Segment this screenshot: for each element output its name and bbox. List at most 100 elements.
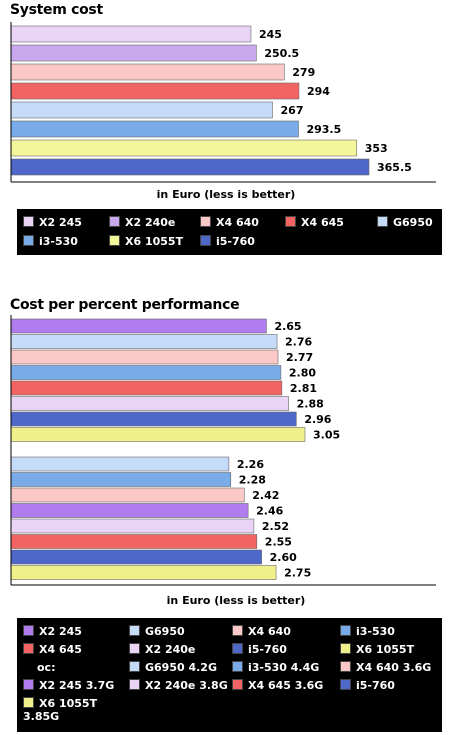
cost-perf-g2-bar-x6-1055t-3-85g [10,565,277,580]
legend-label: i5-760 [248,643,287,656]
legend-label: i3-530 4.4G [248,661,320,674]
legend-label: X4 640 [216,216,259,229]
legend-swatch [200,216,211,227]
cost-perf-g1-bar-x6-1055t [10,427,306,442]
cost-perf-g2-bar-x4-640-3-6g [10,487,245,503]
cost-perf-g2-value-label: 2.75 [284,567,311,580]
cost-perf-g2-bar-i3-530-4-4g [10,472,232,487]
legend-label: X2 240e [145,643,196,656]
system-cost-value-label: 245 [259,28,282,41]
legend-item-x2-245: X2 245 [23,216,82,229]
legend-label: X6 1055T [125,235,184,248]
cost-perf-g1-value-label: 2.88 [297,398,324,411]
legend-label: oc: [37,661,56,674]
cost-perf-g1-bar-g6950 [10,334,278,349]
legend-label: X2 245 3.7G [39,679,115,692]
legend-item-g6950-4-2g: G6950 4.2G [129,661,217,674]
cost-perf-g2-value-label: 2.26 [237,458,264,471]
legend-swatch [129,625,140,636]
legend-label: X6 1055T 3.85G [23,697,98,723]
legend-label: X4 645 [301,216,344,229]
cost-perf-g1-value-label: 2.80 [289,367,316,380]
legend-swatch [109,216,120,227]
legend-item-x2-245: X2 245 [23,625,82,638]
x-axis-label: in Euro (less is better) [157,188,296,201]
legend-item-x6-1055t-3-85g: X6 1055T 3.85G [23,697,97,723]
cost-perf-g2-value-label: 2.42 [252,489,279,502]
legend-swatch [285,216,296,227]
system-cost-bar-i3-530 [10,120,299,138]
cost-perf-g1-value-label: 2.81 [290,382,317,395]
legend-label: X2 240e [125,216,176,229]
legend-label: X4 640 3.6G [356,661,432,674]
legend-swatch [340,679,351,690]
legend-item-i3-530: i3-530 [340,625,395,638]
x-axis-label: in Euro (less is better) [167,594,306,607]
legend-item-i3-530: i3-530 [23,235,78,248]
cost-perf-g2-bar-x4-645-3-6g [10,534,258,549]
system-cost-bar-x4-640 [10,63,285,81]
legend-item-x4-640: X4 640 [232,625,291,638]
cost-per-percent-chart: 2.65 2.76 2.77 2.80 2.81 2.88 2.96 3.05 2.26 2.28… [10,315,436,607]
cost-perf-g2-value-label: 2.46 [256,505,283,518]
legend-swatch [200,235,211,246]
cost-perf-g1-bar-i3-530 [10,365,282,380]
cost-perf-g2-bar-x2-245-3-7g [10,503,249,518]
legend-label: G6950 [393,216,433,229]
cost-perf-g1-bar-x4-645 [10,380,283,396]
legend-label: i5-760 [216,235,255,248]
chart2-title: Cost per percent performance [10,297,240,313]
system-cost-value-label: 293.5 [306,123,341,136]
cost-perf-g2-bar-x2-240e-3-8g [10,518,255,534]
legend-item-i5-760: i5-760 [200,235,255,248]
legend-label: X4 640 [248,625,291,638]
legend-item-x6-1055t: X6 1055T [109,235,183,248]
legend-swatch [340,643,351,654]
legend-item-g6950: G6950 [377,216,433,229]
legend-item-i5-760: i5-760 [340,679,395,692]
legend-item-x4-640: X4 640 [200,216,259,229]
legend-swatch [23,679,34,690]
cost-perf-g1-value-label: 2.65 [274,320,301,333]
legend-swatch [232,625,243,636]
system-cost-bar-x2-240e [10,44,257,62]
legend-swatch [129,643,140,654]
legend-item-x2-240e-3-8g: X2 240e 3.8G [129,679,228,692]
chart1-title: System cost [10,2,103,18]
legend-swatch [23,697,34,708]
cost-perf-g2-value-label: 2.60 [270,551,297,564]
system-cost-value-label: 294 [307,85,330,98]
system-cost-value-label: 353 [365,142,388,155]
cost-perf-g2-value-label: 2.28 [239,474,266,487]
legend-label: i3-530 [356,625,395,638]
legend-label: X2 240e 3.8G [145,679,228,692]
legend-swatch [23,235,34,246]
legend-swatch [23,216,34,227]
legend-swatch [109,235,120,246]
cost-perf-g1-bar-i5-760 [10,411,297,427]
system-cost-bar-g6950 [10,101,273,119]
legend-label: X2 245 [39,625,82,638]
legend-item-x2-240e: X2 240e [109,216,175,229]
cost-perf-g1-bar-x2-245 [10,318,267,334]
legend-item-oc: oc: [23,661,55,674]
system-cost-value-label: 365.5 [377,161,412,174]
legend-item-x4-645: X4 645 [285,216,344,229]
cost-perf-g2-value-label: 2.55 [265,536,292,549]
cost-perf-g2-bar-g6950-4-2g [10,456,230,472]
legend-label: X4 645 3.6G [248,679,324,692]
legend-item-x4-645-3-6g: X4 645 3.6G [232,679,323,692]
legend-item-x4-640-3-6g: X4 640 3.6G [340,661,431,674]
cost-perf-g1-value-label: 3.05 [313,429,340,442]
system-cost-value-label: 267 [281,104,304,117]
legend-item-g6950: G6950 [129,625,185,638]
legend-item-x2-240e: X2 240e [129,643,195,656]
cost-per-percent-legend: X2 245 G6950 X4 640 i3-530 X4 645 X2 240e i5-7… [17,618,442,732]
legend-item-x2-245-3-7g: X2 245 3.7G [23,679,114,692]
legend-swatch [377,216,388,227]
legend-swatch [23,643,34,654]
system-cost-bar-i5-760 [10,158,370,176]
cost-perf-g1-value-label: 2.96 [304,413,331,426]
legend-swatch [232,643,243,654]
legend-swatch [340,661,351,672]
